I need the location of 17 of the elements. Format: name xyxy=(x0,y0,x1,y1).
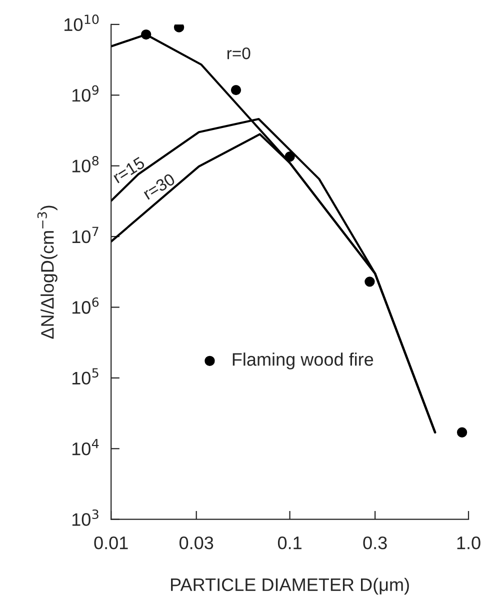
x-tick-label: 0.01 xyxy=(94,536,128,550)
y-tick-label: 10$^{9}$ xyxy=(72,85,98,102)
series-label: r=0 xyxy=(227,47,250,60)
x-tick-label: 1.0 xyxy=(457,536,480,550)
y-tick-label: 10$^{6}$ xyxy=(72,297,99,314)
y-tick-label: 10$^{3}$ xyxy=(72,509,98,526)
y-tick-label: 10$^{8}$ xyxy=(72,156,99,172)
y-tick-label: 10$^{4}$ xyxy=(72,438,99,456)
y-tick-label: 10$^{5}$ xyxy=(72,368,98,385)
x-tick-label: 0.03 xyxy=(179,536,214,550)
y-tick-label: 10$^{7}$ xyxy=(72,226,98,244)
y-tick-label: 10$^{10}$ xyxy=(64,14,99,32)
x-tick-label: 0.1 xyxy=(278,536,302,550)
y-axis-title: ΔN/ΔlogD(cm$^{−3}$) xyxy=(37,206,58,339)
x-tick-label: 0.3 xyxy=(363,536,387,550)
legend-label: Flaming wood fire xyxy=(232,352,374,370)
x-axis-title: PARTICLE DIAMETER D(μm) xyxy=(171,578,409,595)
